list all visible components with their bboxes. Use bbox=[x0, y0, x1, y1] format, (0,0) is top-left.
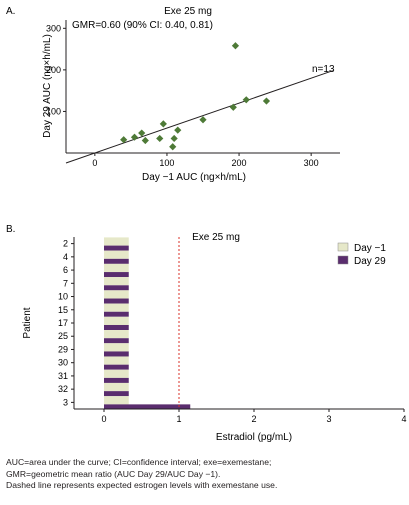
scatter-point bbox=[138, 129, 146, 137]
scatter-point bbox=[130, 133, 139, 141]
footnotes: AUC=area under the curve; CI=confidence … bbox=[6, 457, 406, 492]
patient-tick-label: 4 bbox=[63, 252, 68, 262]
y-tick-label: 300 bbox=[46, 23, 61, 33]
patient-tick-label: 2 bbox=[63, 239, 68, 249]
y-tick-label: 100 bbox=[46, 106, 61, 116]
legend-swatch bbox=[337, 255, 349, 265]
panel-b: B. Exe 25 mg Patient Estradiol (pg/mL) 2… bbox=[6, 224, 407, 443]
bar-day-29 bbox=[104, 311, 129, 317]
scatter-point bbox=[141, 136, 149, 145]
patient-tick-label: 17 bbox=[58, 318, 68, 328]
panel-b-title: Exe 25 mg bbox=[192, 232, 240, 243]
bar-day-29 bbox=[104, 338, 129, 344]
legend-label: Day 29 bbox=[354, 256, 386, 267]
panel-a-label: A. bbox=[6, 6, 15, 17]
x-tick-label: 0 bbox=[92, 158, 97, 168]
panel-b-label: B. bbox=[6, 224, 15, 235]
bar-day-29 bbox=[104, 404, 191, 410]
bar-day-29 bbox=[104, 391, 129, 397]
footnote-line: AUC=area under the curve; CI=confidence … bbox=[6, 457, 272, 467]
panel-a-x-axis-label: Day −1 AUC (ng×h/mL) bbox=[142, 172, 246, 183]
bar-day-minus-1 bbox=[104, 330, 129, 339]
bar-day-29 bbox=[104, 324, 129, 331]
scatter-point bbox=[156, 134, 164, 143]
panel-b-bars: 2 4 6 7 10 15 17 25 29 30 31 32 3 bbox=[58, 237, 191, 410]
scatter-point bbox=[169, 143, 177, 151]
panel-a: A. Exe 25 mg GMR=0.60 (90% CI: 0.40, 0.8… bbox=[6, 6, 340, 183]
bar-day-minus-1 bbox=[104, 303, 129, 312]
x-tick-label: 100 bbox=[159, 158, 174, 168]
scatter-point bbox=[174, 126, 182, 134]
bar-day-29 bbox=[104, 377, 129, 383]
scatter-point bbox=[231, 42, 240, 50]
bar-day-minus-1 bbox=[104, 396, 129, 405]
bar-day-29 bbox=[104, 298, 129, 304]
bar-day-29 bbox=[104, 258, 129, 264]
patient-tick-label: 6 bbox=[63, 265, 68, 275]
x-tick-label: 2 bbox=[251, 414, 256, 424]
legend-swatch bbox=[337, 242, 349, 252]
panel-b-legend: Day −1 Day 29 bbox=[337, 242, 386, 267]
n-label: n=13 bbox=[312, 64, 335, 75]
panel-a-y-axis-label: Day 29 AUC (ng×h/mL) bbox=[42, 34, 53, 138]
y-tick-label: 200 bbox=[46, 65, 61, 75]
scatter-point bbox=[159, 120, 167, 128]
bar-day-minus-1 bbox=[104, 250, 129, 259]
trend-line bbox=[65, 70, 333, 164]
bar-day-29 bbox=[104, 351, 129, 357]
bar-day-minus-1 bbox=[104, 263, 129, 273]
x-tick-label: 200 bbox=[232, 158, 247, 168]
patient-tick-label: 29 bbox=[58, 344, 68, 354]
patient-tick-label: 15 bbox=[58, 305, 68, 315]
bar-day-minus-1 bbox=[104, 290, 129, 299]
patient-tick-label: 30 bbox=[58, 358, 68, 368]
bar-day-minus-1 bbox=[104, 237, 129, 246]
patient-tick-label: 7 bbox=[63, 278, 68, 288]
x-tick-label: 0 bbox=[101, 414, 106, 424]
scatter-point bbox=[242, 96, 250, 104]
gmr-annotation: GMR=0.60 (90% CI: 0.40, 0.81) bbox=[72, 20, 213, 31]
footnote-line: Dashed line represents expected estrogen… bbox=[6, 480, 278, 491]
x-tick-label: 4 bbox=[401, 414, 406, 424]
bar-day-29 bbox=[104, 272, 129, 278]
panel-a-title: Exe 25 mg bbox=[164, 6, 212, 17]
patient-tick-label: 25 bbox=[58, 331, 68, 341]
bar-day-minus-1 bbox=[104, 356, 129, 365]
panel-b-y-axis-label: Patient bbox=[22, 307, 33, 338]
scatter-point bbox=[199, 116, 207, 124]
panel-a-axes: 0 100 200 300 100 200 300 bbox=[46, 20, 340, 168]
scatter-point bbox=[170, 134, 178, 143]
bar-day-minus-1 bbox=[104, 277, 129, 286]
scatter-point bbox=[229, 103, 237, 111]
bar-day-minus-1 bbox=[104, 382, 129, 392]
x-tick-label: 300 bbox=[304, 158, 319, 168]
panel-b-axes: 0 1 2 3 4 bbox=[71, 237, 407, 424]
legend-label: Day −1 bbox=[354, 243, 386, 254]
patient-tick-label: 32 bbox=[58, 384, 68, 394]
bar-day-minus-1 bbox=[104, 316, 129, 325]
x-tick-label: 1 bbox=[176, 414, 181, 424]
bar-day-29 bbox=[104, 364, 129, 370]
bar-day-minus-1 bbox=[104, 343, 129, 352]
panel-a-points bbox=[120, 42, 271, 151]
bar-day-29 bbox=[104, 285, 129, 291]
x-tick-label: 3 bbox=[326, 414, 331, 424]
patient-tick-label: 3 bbox=[63, 397, 68, 407]
footnote-line: GMR=geometric mean ratio (AUC Day 29/AUC… bbox=[6, 468, 221, 479]
scatter-point bbox=[262, 97, 271, 105]
patient-tick-label: 31 bbox=[58, 371, 68, 381]
scatter-point bbox=[120, 136, 128, 144]
bar-day-29 bbox=[104, 245, 129, 251]
panel-b-x-axis-label: Estradiol (pg/mL) bbox=[216, 432, 292, 443]
bar-day-minus-1 bbox=[104, 369, 129, 378]
patient-tick-label: 10 bbox=[58, 292, 68, 302]
